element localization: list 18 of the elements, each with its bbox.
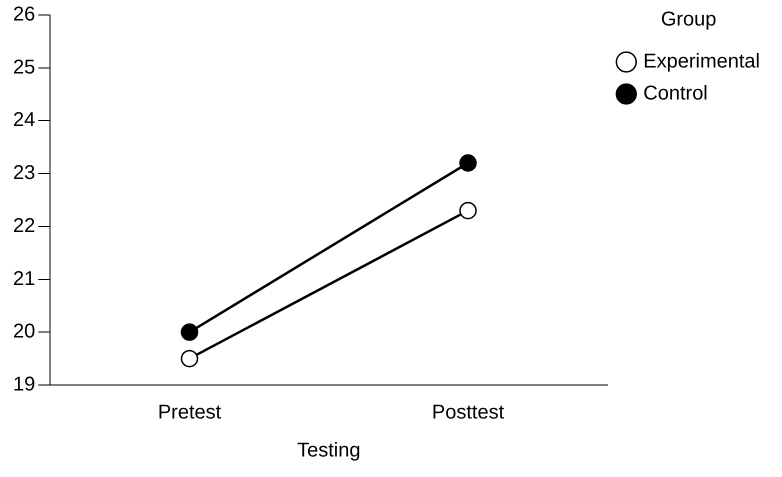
y-tick-label: 23 [12,162,36,184]
y-tick-label: 22 [12,214,36,237]
y-tick-label: 26 [12,4,36,26]
x-tick-label: Posttest [432,402,505,424]
legend-title: Group [660,8,716,31]
point [459,154,477,172]
y-tick-label: 19 [12,374,36,396]
point [459,202,477,220]
point [180,323,198,341]
point [180,350,198,368]
y-tick-label: 24 [12,109,36,132]
x-axis-title: Testing [297,440,360,462]
legend-label: Experimental [643,50,760,73]
y-tick-label: 25 [12,56,36,78]
legend-label: Control [643,82,708,105]
y-tick-label: 21 [12,268,36,290]
y-tick-label: 20 [12,320,36,343]
x-tick-label: Pretest [158,402,222,424]
